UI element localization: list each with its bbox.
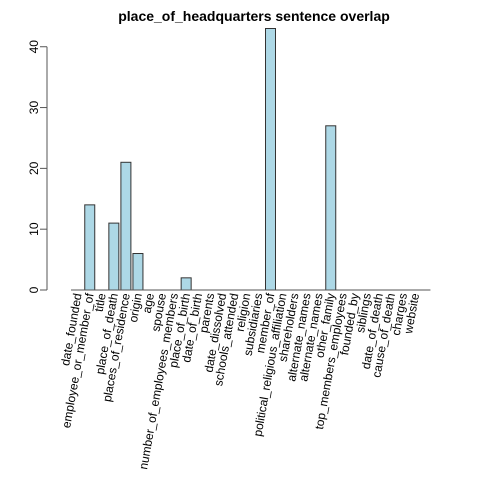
chart-title: place_of_headquarters sentence overlap	[118, 8, 390, 24]
bar-4	[121, 162, 131, 290]
y-tick-label-3: 30	[27, 101, 41, 115]
bar-5	[133, 254, 143, 290]
y-tick-label-2: 20	[27, 161, 41, 175]
y-axis: 0 10 20 30 40	[27, 40, 47, 294]
bar-16	[266, 29, 276, 291]
bar-3	[109, 223, 119, 290]
bar-21	[326, 126, 336, 290]
bar-9	[181, 278, 191, 290]
x-axis-labels: date_foundedemployee_or_member_oftitlepl…	[58, 291, 422, 470]
bars	[85, 29, 336, 291]
y-tick-label-4: 40	[27, 40, 41, 54]
y-tick-label-1: 10	[27, 222, 41, 236]
y-tick-label-0: 0	[27, 286, 41, 293]
bar-1	[85, 205, 95, 290]
